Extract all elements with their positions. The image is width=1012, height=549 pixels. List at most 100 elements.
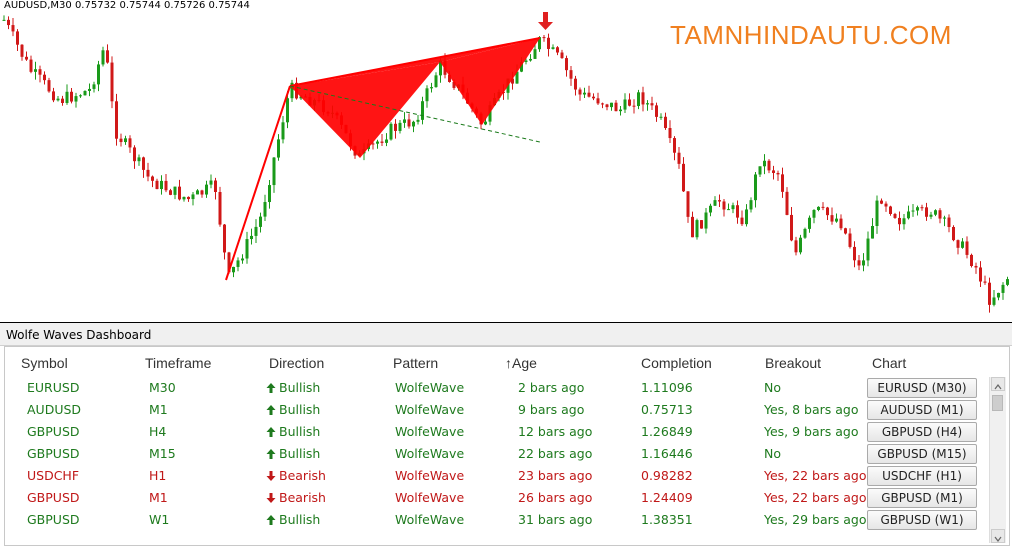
pattern-cell: WolfeWave: [395, 380, 465, 395]
candle-body: [34, 69, 37, 72]
direction-label: Bearish: [279, 490, 326, 505]
candle-body: [160, 180, 163, 190]
open-chart-button[interactable]: GBPUSD (W1): [867, 510, 977, 530]
candle-body: [902, 218, 906, 225]
candle-body: [830, 215, 834, 222]
candle-body: [952, 226, 955, 241]
vertical-scrollbar[interactable]: [989, 377, 1006, 543]
timeframe-cell: M1: [149, 402, 168, 417]
candle-body: [749, 200, 753, 210]
candle-body: [947, 217, 951, 227]
candle-body: [380, 141, 384, 143]
open-chart-button[interactable]: USDCHF (H1): [867, 466, 977, 486]
candle-body: [925, 207, 928, 217]
column-header-pattern[interactable]: Pattern: [393, 355, 439, 371]
candle-body: [263, 202, 267, 217]
candle-body: [16, 31, 19, 45]
candle-body: [907, 211, 910, 219]
candle-body: [880, 200, 883, 204]
wolfe-wave-triangle-2: [440, 38, 540, 125]
candle-body: [74, 96, 78, 102]
table-row[interactable]: AUDUSD M1 Bullish WolfeWave 9 bars ago 0.7571…: [5, 400, 985, 422]
candle-body: [407, 119, 411, 127]
candle-body: [614, 102, 618, 112]
candle-body: [763, 160, 766, 167]
symbol-cell: GBPUSD: [27, 512, 80, 527]
candle-body: [7, 19, 10, 26]
column-header-timeframe[interactable]: Timeframe: [145, 355, 212, 371]
candle-body: [601, 103, 604, 105]
candle-body: [704, 212, 708, 229]
column-header-chart[interactable]: Chart: [872, 355, 907, 371]
candle-body: [992, 297, 996, 305]
candle-body: [740, 217, 744, 225]
open-chart-button[interactable]: EURUSD (M30): [867, 378, 977, 398]
candle-body: [997, 292, 1000, 298]
column-header-symbol[interactable]: Symbol: [21, 355, 68, 371]
candle-body: [596, 98, 600, 104]
direction-cell: Bullish: [265, 402, 320, 417]
candle-body: [520, 62, 523, 72]
candle-body: [718, 200, 721, 202]
open-chart-button[interactable]: GBPUSD (M1): [867, 488, 977, 508]
open-chart-button[interactable]: AUDUSD (M1): [867, 400, 977, 420]
candle-body: [110, 62, 114, 102]
chevron-up-icon: [994, 384, 1002, 390]
candle-body: [988, 282, 991, 305]
candle-body: [785, 191, 789, 215]
candle-body: [101, 50, 105, 65]
candle-body: [911, 210, 915, 212]
dashboard-title-bar: Wolfe Waves Dashboard: [0, 323, 1012, 346]
dashboard-panel: Symbol Timeframe Direction Pattern ↑Age …: [4, 346, 1010, 546]
price-chart[interactable]: AUDUSD,M30 0.75732 0.75744 0.75726 0.757…: [0, 0, 1012, 323]
candle-body: [794, 240, 798, 253]
scroll-down-button[interactable]: [991, 529, 1005, 543]
candle-body: [1006, 279, 1009, 285]
candle-body: [214, 180, 217, 192]
direction-cell: Bearish: [265, 490, 326, 505]
table-row[interactable]: GBPUSD W1 Bullish WolfeWave 31 bars ago 1.383…: [5, 510, 985, 532]
chart-canvas[interactable]: [0, 0, 1012, 322]
candle-body: [2, 19, 6, 21]
candle-body: [70, 91, 73, 102]
column-header-breakout[interactable]: Breakout: [765, 355, 822, 371]
candle-body: [128, 138, 132, 148]
candle-body: [173, 186, 177, 195]
candle-body: [695, 220, 699, 238]
column-header-direction[interactable]: Direction: [269, 355, 325, 371]
candle-body: [65, 91, 69, 103]
direction-label: Bullish: [279, 380, 321, 395]
table-row[interactable]: EURUSD M30 Bullish WolfeWave 2 bars ago 1.110…: [5, 378, 985, 400]
scroll-up-button[interactable]: [991, 377, 1005, 391]
candle-body: [893, 213, 897, 218]
age-cell: 2 bars ago: [518, 380, 585, 395]
column-header-age-wrap[interactable]: ↑Age: [505, 355, 537, 371]
arrow-up-icon: [266, 383, 276, 393]
completion-cell: 1.38351: [641, 512, 693, 527]
chevron-down-icon: [994, 536, 1002, 542]
candle-body: [133, 147, 136, 162]
candle-body: [529, 58, 532, 61]
candle-body: [92, 84, 96, 89]
table-row[interactable]: GBPUSD M1 Bearish WolfeWave 26 bars ago 1.244…: [5, 488, 985, 510]
column-header-completion[interactable]: Completion: [641, 355, 712, 371]
table-row[interactable]: USDCHF H1 Bearish WolfeWave 23 bars ago 0.982…: [5, 466, 985, 488]
open-chart-button[interactable]: GBPUSD (H4): [867, 422, 977, 442]
open-chart-button[interactable]: GBPUSD (M15): [867, 444, 977, 464]
candle-body: [268, 185, 271, 203]
symbol-info-header: AUDUSD,M30 0.75732 0.75744 0.75726 0.757…: [4, 0, 250, 11]
scroll-thumb[interactable]: [992, 395, 1003, 411]
candle-body: [758, 166, 762, 175]
candle-body: [511, 78, 514, 84]
direction-cell: Bullish: [265, 446, 320, 461]
candle-body: [542, 37, 546, 39]
direction-label: Bullish: [279, 446, 321, 461]
candle-body: [637, 92, 640, 107]
table-row[interactable]: GBPUSD H4 Bullish WolfeWave 12 bars ago 1.268…: [5, 422, 985, 444]
candle-body: [776, 172, 780, 175]
candle-body: [88, 88, 91, 91]
candle-body: [871, 226, 874, 239]
candle-body: [236, 260, 240, 267]
candle-body: [223, 224, 226, 253]
table-row[interactable]: GBPUSD M15 Bullish WolfeWave 22 bars ago 1.16…: [5, 444, 985, 466]
